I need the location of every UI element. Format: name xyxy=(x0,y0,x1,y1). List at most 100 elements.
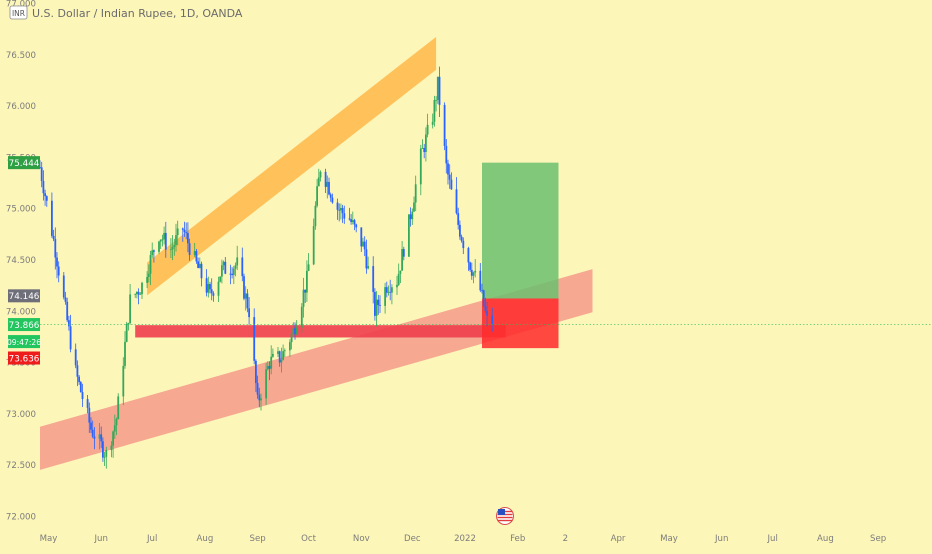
candle-body xyxy=(265,369,267,399)
candle-body xyxy=(317,177,320,187)
candle-body xyxy=(338,209,341,211)
candle-body xyxy=(455,189,458,214)
candle-body xyxy=(421,147,424,149)
x-tick-label: May xyxy=(660,534,678,544)
candle-body xyxy=(170,249,172,251)
candle-body xyxy=(302,289,305,307)
candle-body xyxy=(482,290,485,306)
candle-body xyxy=(149,255,152,274)
candle-body xyxy=(355,224,358,228)
candle-body xyxy=(40,167,43,182)
candle-body xyxy=(209,284,211,290)
candle-body xyxy=(175,235,177,245)
symbol-badge xyxy=(9,5,28,20)
candle-body xyxy=(45,196,48,201)
candle-body xyxy=(64,297,67,302)
last-price-label-bg xyxy=(8,318,40,332)
candle-body xyxy=(363,241,366,250)
candle-body xyxy=(232,268,235,276)
candle-body xyxy=(307,264,310,271)
candle-body xyxy=(243,276,245,299)
countdown-price-label: 09:47:26 xyxy=(7,338,41,347)
candle-body xyxy=(231,273,233,276)
candle-body xyxy=(153,250,155,252)
price-axis[interactable]: 72.00072.50073.00073.50074.00074.50075.0… xyxy=(6,0,36,523)
x-tick-label: Sep xyxy=(870,534,886,544)
candle-body xyxy=(117,396,120,420)
x-tick-label: Jun xyxy=(714,534,728,544)
countdown-label-bg xyxy=(8,335,40,349)
candle-body xyxy=(93,436,96,439)
candle-body xyxy=(278,351,281,363)
candle-body xyxy=(198,263,201,268)
candle-body xyxy=(212,293,215,296)
candle-body xyxy=(44,193,46,197)
candle-body xyxy=(384,287,386,306)
candle-body xyxy=(74,349,77,366)
target-price-label: 75.444 xyxy=(9,159,40,169)
candle-body xyxy=(423,147,426,153)
candle-body xyxy=(329,194,332,198)
candle-body xyxy=(66,301,69,321)
candle-body xyxy=(304,289,307,293)
candle-body xyxy=(396,284,398,288)
candle-body xyxy=(319,171,322,178)
candle-body xyxy=(448,174,451,180)
candle-body xyxy=(159,239,162,242)
candle-body xyxy=(79,382,82,393)
candle-body xyxy=(258,394,261,401)
candle-body xyxy=(197,261,199,268)
candle-body xyxy=(173,244,176,248)
y-tick-label: 72.500 xyxy=(6,461,36,471)
candle-body xyxy=(387,291,390,293)
candle-body xyxy=(431,121,434,125)
candle-body xyxy=(340,207,342,211)
candle-body xyxy=(306,270,308,293)
lower-channel-band[interactable] xyxy=(40,269,593,470)
candle-body xyxy=(353,220,356,225)
candle-body xyxy=(176,228,179,236)
candle-body xyxy=(183,229,186,233)
candle-body xyxy=(365,249,368,269)
candle-body xyxy=(78,376,80,383)
y-tick-label: 77.000 xyxy=(6,0,36,10)
x-tick-label: 2 xyxy=(563,534,568,544)
support-zone-rect[interactable] xyxy=(135,325,506,338)
candle-body xyxy=(450,179,453,190)
profit-target-zone[interactable] xyxy=(482,162,559,299)
y-tick-label: 76.000 xyxy=(6,102,36,112)
candle-body xyxy=(467,248,470,263)
stop-loss-zone[interactable] xyxy=(482,298,559,349)
candle-body xyxy=(236,257,239,266)
candle-body xyxy=(462,240,465,249)
upper-channel-band[interactable] xyxy=(147,36,437,296)
candle-body xyxy=(372,266,375,292)
candle-body xyxy=(241,257,244,277)
candle-body xyxy=(350,219,352,222)
candle-body xyxy=(491,315,494,325)
y-tick-label: 72.000 xyxy=(6,513,36,523)
x-tick-label: May xyxy=(40,534,58,544)
candle-body xyxy=(397,273,400,285)
x-tick-label: 2022 xyxy=(454,534,476,544)
candle-body xyxy=(479,270,482,291)
candle-body xyxy=(98,434,101,439)
candle-body xyxy=(414,184,417,203)
candle-body xyxy=(102,441,104,458)
candle-body xyxy=(147,273,150,277)
candle-body xyxy=(129,294,131,324)
stop-label-bg xyxy=(8,351,40,365)
candle-body xyxy=(124,341,126,366)
x-tick-label: Dec xyxy=(404,534,421,544)
candle-body xyxy=(42,181,45,194)
candle-body xyxy=(200,263,203,279)
us-flag-icon[interactable] xyxy=(496,507,514,525)
candle-body xyxy=(419,148,422,185)
time-axis[interactable]: May Jun Jul Aug Sep Oct Nov Dec 2022 Feb 2 Apr May Ju… xyxy=(40,534,887,544)
candle-body xyxy=(343,213,346,219)
candle-body xyxy=(137,291,140,295)
candle-body xyxy=(188,243,191,255)
candle-body xyxy=(221,265,223,277)
